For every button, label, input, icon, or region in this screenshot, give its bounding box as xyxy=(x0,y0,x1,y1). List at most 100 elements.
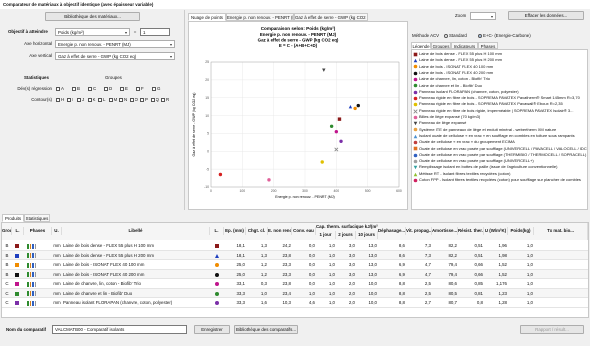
objective-input[interactable]: 1 xyxy=(140,28,170,36)
clear-button[interactable]: Effacer les données... xyxy=(508,11,584,20)
comparisons-library-button[interactable]: Bibliothèque des comparatifs... xyxy=(234,325,298,334)
legend-marker xyxy=(413,153,418,157)
legend-tab[interactable]: Phases xyxy=(478,42,498,49)
table-cell: 2,0 xyxy=(348,300,355,305)
checkbox[interactable] xyxy=(56,87,60,91)
table-row[interactable] xyxy=(2,269,588,279)
x-axis-select[interactable]: Energie p. non renouv. - PENRT (MJ) xyxy=(55,40,175,48)
x-tick-label: 400 xyxy=(333,189,339,193)
chart-subtitle: Energie p. non renouv. - PENRT (MJ) xyxy=(260,32,337,37)
chart-tab[interactable]: Gaz à effet de serre - GWP (kg CO2 eq) xyxy=(294,13,368,21)
bottom-tab[interactable]: Produits xyxy=(2,214,24,222)
name-input[interactable]: VALCMATB00 - Comparatif isolants xyxy=(52,325,187,334)
table-cell: mm xyxy=(53,271,61,277)
column-header: Vit. propag... xyxy=(406,227,432,235)
phase-bar xyxy=(27,300,29,306)
table-row[interactable] xyxy=(2,250,588,260)
table-cell: 79,4 xyxy=(448,262,457,267)
checkbox[interactable] xyxy=(129,98,134,102)
table-cell: 8,8 xyxy=(398,290,405,296)
table-cell: Laine de bois - ISONAT FLEX 40 100 mm xyxy=(63,262,145,267)
radio[interactable] xyxy=(444,34,448,38)
legend-entry: Métisse RT - Isolant fibres textiles rec… xyxy=(419,170,511,176)
legend-symbol xyxy=(413,178,418,183)
column-header: 1 jour xyxy=(316,231,336,239)
checkbox[interactable] xyxy=(98,98,102,102)
checkbox[interactable] xyxy=(88,87,92,91)
checkbox[interactable] xyxy=(77,98,81,102)
table-cell: 13,0 xyxy=(368,243,377,248)
table-cell: mm xyxy=(53,290,61,296)
table-cell: 1,52 xyxy=(498,271,507,277)
checkbox[interactable] xyxy=(136,87,140,91)
table-cell: 0,85 xyxy=(474,281,483,286)
checkbox[interactable] xyxy=(56,98,60,102)
x-tick-label: 100 xyxy=(239,189,245,193)
checkbox[interactable] xyxy=(161,98,165,102)
library-button[interactable]: Bibliothèque des matériaux... xyxy=(45,12,140,21)
checkbox[interactable] xyxy=(140,98,144,102)
zoom-select[interactable] xyxy=(470,12,496,20)
scatter-point xyxy=(348,104,353,109)
legend-entry: Panneau isolant FLORAPAN (chanvre, coton… xyxy=(419,88,519,94)
group-color xyxy=(15,263,19,267)
chart-tab[interactable]: Nuage de points xyxy=(188,13,226,21)
checkbox[interactable] xyxy=(108,98,113,102)
save-button[interactable]: Enregistrer xyxy=(194,325,230,334)
plot-frame xyxy=(210,61,400,188)
bottom-tab[interactable]: Statistiques xyxy=(24,214,50,222)
checkbox[interactable] xyxy=(104,87,108,91)
report-button[interactable]: Rapport / résult... xyxy=(520,325,584,334)
table-cell: 0,0 xyxy=(308,271,315,277)
table-row[interactable] xyxy=(2,260,588,270)
table-cell: 0,66 xyxy=(474,271,483,277)
table-row[interactable] xyxy=(2,288,588,298)
row-symbol xyxy=(215,253,219,258)
legend-symbol xyxy=(413,90,418,94)
table-row[interactable] xyxy=(2,279,588,289)
column-header: Phases xyxy=(24,227,52,235)
table-cell: 0,0 xyxy=(308,262,315,267)
table-cell: C xyxy=(5,281,9,286)
chart-subtitle: Gaz à effet de serre - GWP (kg CO2 eq) xyxy=(258,38,339,43)
group-color xyxy=(15,244,19,248)
checkbox[interactable] xyxy=(72,87,76,91)
chart-tab[interactable]: Energie p. non renouv. - PENRT (MJ) xyxy=(226,13,294,21)
table-cell: Panneau isolant FLORAPAN (chanvre, coton… xyxy=(63,300,173,305)
legend-tab[interactable]: Groupes xyxy=(431,42,451,49)
x-tick-label: 500 xyxy=(365,189,371,193)
checkbox[interactable] xyxy=(120,87,124,91)
table-cell: 10,3 xyxy=(282,300,291,305)
table-cell: Laine de chanvre et lin - Biofib' Duo xyxy=(63,290,133,296)
checkbox[interactable] xyxy=(87,98,92,102)
checkbox[interactable] xyxy=(152,87,156,91)
table-row[interactable] xyxy=(2,241,588,251)
table-cell: 10,0 xyxy=(368,300,377,305)
radio[interactable] xyxy=(478,34,482,38)
legend-tab[interactable]: Légende xyxy=(411,42,431,49)
objective-select[interactable]: Poids (kg/m²) xyxy=(55,28,130,36)
phase-bar xyxy=(29,243,32,249)
legend-symbol xyxy=(413,77,418,82)
scatter-point xyxy=(320,160,324,164)
legend-symbol xyxy=(413,121,418,126)
y-tick-label: 10 xyxy=(205,114,209,118)
y-axis-select[interactable]: Gaz à effet de serre - GWP (kg CO2 eq) xyxy=(55,52,175,60)
checkbox[interactable] xyxy=(66,98,71,102)
table-cell: 1,3 xyxy=(260,252,267,258)
table-cell: 1,0 xyxy=(328,271,335,277)
legend-marker xyxy=(413,77,418,82)
left-panel xyxy=(1,10,185,210)
checkbox[interactable] xyxy=(119,98,123,102)
checkbox-label: G xyxy=(157,86,161,91)
checkbox[interactable] xyxy=(150,98,155,102)
row-marker xyxy=(215,301,219,305)
table-row[interactable] xyxy=(2,298,588,308)
x-axis-title: Energie p. non renouv. - PENRT (MJ) xyxy=(275,195,335,199)
table-cell: 13,0 xyxy=(368,262,377,267)
scatter-point xyxy=(356,103,360,108)
legend-tab[interactable]: Indicateurs xyxy=(451,42,478,49)
y-tick-label: -5 xyxy=(206,167,209,171)
chart-subtitle: E = C - (A+B+C+D) xyxy=(279,43,318,48)
